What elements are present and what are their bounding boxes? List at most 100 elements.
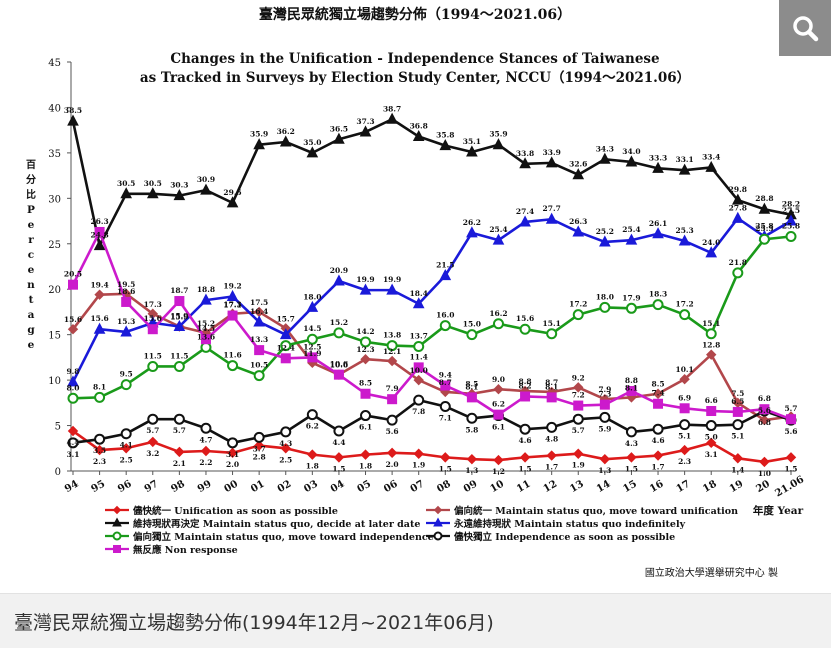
data-label: 21.5 — [436, 261, 454, 270]
data-point — [599, 453, 611, 465]
x-tick-label: 13 — [568, 479, 586, 496]
data-point — [705, 160, 718, 172]
data-label: 2.1 — [173, 459, 186, 468]
data-label: 18.0 — [303, 292, 321, 301]
data-point — [493, 383, 504, 395]
data-point — [599, 399, 610, 410]
data-point — [226, 289, 239, 301]
data-point — [360, 336, 372, 348]
data-point — [705, 246, 718, 258]
data-label: 1.8 — [306, 462, 319, 471]
data-point — [546, 421, 558, 433]
data-point — [67, 392, 79, 404]
data-point — [758, 202, 771, 214]
data-point — [307, 449, 318, 460]
data-point — [93, 322, 106, 334]
x-tick-label: 96 — [116, 479, 134, 496]
data-point — [306, 409, 318, 421]
legend-swatch-marker — [433, 505, 443, 515]
search-icon — [793, 16, 819, 42]
data-label: 4.4 — [66, 438, 79, 447]
data-label: 7.9 — [598, 385, 611, 394]
y-axis-label-char: e — [28, 264, 35, 276]
data-label: 5.1 — [731, 432, 744, 441]
series-line-1 — [71, 292, 792, 422]
data-label: 2.3 — [678, 457, 691, 466]
data-point — [439, 269, 452, 281]
data-label: 8.8 — [625, 376, 638, 385]
data-label: 8.5 — [652, 380, 665, 389]
data-point — [519, 323, 531, 335]
data-point — [652, 388, 664, 399]
search-button[interactable] — [779, 0, 831, 56]
data-label: 15.9 — [170, 312, 188, 321]
data-label: 26.3 — [569, 217, 587, 226]
data-point — [413, 362, 424, 373]
data-point — [174, 296, 185, 307]
data-point — [439, 139, 452, 151]
legend-swatch-marker — [112, 505, 122, 515]
data-point — [333, 327, 345, 339]
x-tick-label: 12 — [542, 479, 560, 496]
data-point — [493, 454, 504, 466]
data-point — [413, 374, 424, 386]
data-label: 18.0 — [596, 292, 614, 301]
y-axis-label-char: 比 — [26, 188, 36, 201]
data-label: 1.5 — [332, 464, 345, 473]
data-label: 14.2 — [356, 327, 374, 336]
data-label: 19.5 — [117, 280, 135, 289]
data-label: 25.4 — [489, 225, 507, 234]
data-label: 33.8 — [516, 149, 534, 158]
data-point — [545, 156, 558, 168]
data-point — [67, 375, 79, 387]
x-tick-label: 05 — [355, 479, 373, 496]
data-label: 7.9 — [386, 384, 399, 393]
data-label: 18.6 — [117, 287, 135, 296]
chart-title-en-line2: as Tracked in Surveys by Election Study … — [140, 70, 690, 86]
data-point — [652, 423, 664, 435]
data-label: 15.9 — [170, 311, 188, 320]
data-point — [146, 187, 159, 199]
data-label: 16.0 — [436, 311, 454, 320]
data-point — [492, 138, 505, 150]
data-point — [466, 329, 478, 341]
figure-caption: 臺灣民眾統獨立場趨勢分佈(1994年12月~2021年06月) — [14, 612, 494, 634]
data-point — [360, 353, 371, 365]
data-label: 12.5 — [303, 342, 321, 351]
data-point — [120, 187, 133, 199]
data-label: 19.4 — [90, 281, 108, 290]
data-point — [147, 360, 159, 372]
data-label: 15.7 — [277, 314, 295, 323]
data-point — [254, 345, 265, 356]
data-point — [545, 212, 558, 224]
data-label: 9.2 — [572, 373, 585, 382]
data-point — [93, 239, 106, 251]
data-point — [785, 214, 797, 226]
data-label: 19.9 — [356, 275, 374, 284]
data-point — [94, 433, 106, 445]
data-label: 17.3 — [223, 300, 241, 309]
legend-item-label: 維持現狀再決定 Maintain status quo, decide at l… — [133, 518, 420, 530]
series-line-0 — [72, 429, 792, 464]
data-label: 5.7 — [784, 404, 797, 413]
y-tick-label: 5 — [55, 422, 61, 433]
data-label: 33.4 — [702, 152, 720, 161]
data-label: 18.4 — [410, 289, 428, 298]
data-label: 8.1 — [545, 382, 558, 391]
data-point — [174, 446, 185, 458]
data-point — [386, 112, 398, 124]
x-tick-label: 11 — [515, 479, 533, 495]
data-label: 1.5 — [784, 464, 797, 473]
data-label: 9.5 — [120, 370, 133, 379]
data-label: 5.6 — [386, 427, 399, 436]
data-point — [705, 328, 717, 340]
data-label: 8.1 — [625, 383, 638, 392]
data-label: 4.4 — [332, 438, 345, 447]
data-point — [572, 168, 585, 180]
data-point — [626, 386, 637, 397]
data-point — [626, 452, 637, 463]
caption-bar: 臺灣民眾統獨立場趨勢分佈(1994年12月~2021年06月) — [0, 593, 831, 648]
data-label: 9.8 — [66, 367, 79, 376]
data-label: 25.3 — [675, 226, 693, 235]
y-axis-label-char: e — [28, 339, 35, 351]
